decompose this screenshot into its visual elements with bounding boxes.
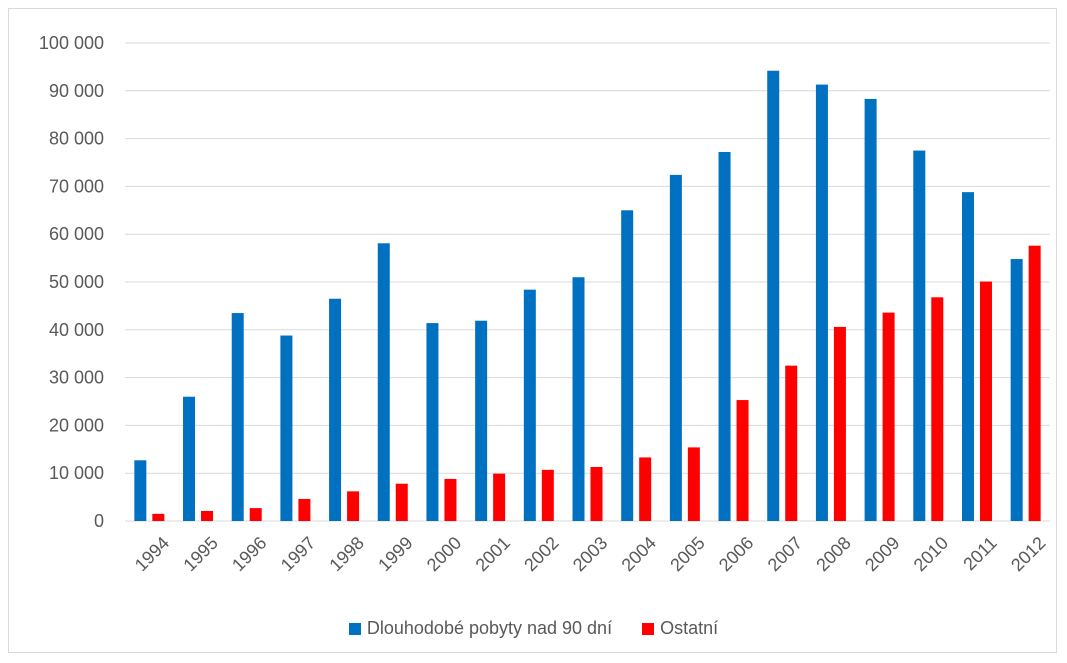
bar-series-1 [280,335,293,521]
x-tick-label: 2011 [959,533,1001,575]
x-axis-ticks: 1994 1995 1996 1997 1998 1999 2000 2001 2002 2003… [131,533,1050,575]
bar-series-2 [395,483,408,521]
x-tick-label: 2006 [715,533,757,575]
bar-series-2 [736,400,749,521]
bar-series-1 [523,289,536,521]
legend-label-series-2: Ostatní [660,618,719,638]
y-tick-label: 90 000 [49,81,104,101]
bar-series-1 [669,174,682,522]
bar-series-2 [201,510,214,521]
bar-series-2 [444,478,457,521]
bar-series-1 [864,98,877,522]
y-tick-label: 70 000 [49,176,104,196]
bar-series-1 [329,298,342,521]
x-tick-label: 1994 [131,533,173,575]
y-tick-label: 40 000 [49,320,104,340]
y-tick-label: 100 000 [39,33,104,53]
y-tick-label: 80 000 [49,129,104,149]
bar-series-1 [572,277,585,521]
x-tick-label: 2001 [472,533,514,575]
y-axis-ticks: 0 10 000 20 000 30 000 40 000 50 000 60 000 70 … [39,33,104,531]
x-tick-label: 1999 [374,533,416,575]
gridlines [125,42,1050,522]
bar-series-2 [541,469,554,521]
x-tick-label: 1995 [179,533,221,575]
x-tick-label: 2008 [812,533,854,575]
x-tick-label: 1998 [325,533,367,575]
bar-series-1 [475,320,488,521]
legend-label-series-1: Dlouhodobé pobyty nad 90 dní [366,618,613,638]
y-tick-label: 30 000 [49,368,104,388]
bar-series-1 [1010,259,1023,521]
legend-item-series-2: Ostatní [642,618,718,639]
bars [134,70,1041,522]
x-tick-label: 2003 [569,533,611,575]
bar-series-1 [961,192,974,522]
legend-swatch-series-2 [642,622,655,635]
bar-series-2 [1028,245,1041,521]
bar-series-2 [882,312,895,521]
bar-series-2 [785,365,798,521]
legend: Dlouhodobé pobyty nad 90 dní Ostatní [0,618,1067,639]
bar-series-1 [377,243,390,522]
bar-series-2 [979,281,992,521]
bar-series-2 [493,473,506,521]
bar-series-1 [913,150,926,522]
bar-series-1 [621,210,634,522]
x-tick-label: 2004 [618,533,660,575]
y-tick-label: 20 000 [49,415,104,435]
bar-series-1 [134,460,147,521]
bar-series-2 [931,297,944,521]
bar-series-1 [183,396,196,521]
x-tick-label: 2000 [423,533,465,575]
bar-series-2 [639,457,652,521]
x-tick-label: 1997 [277,533,319,575]
legend-item-series-1: Dlouhodobé pobyty nad 90 dní [348,618,613,639]
y-tick-label: 50 000 [49,272,104,292]
bar-series-1 [231,313,244,521]
legend-swatch-series-1 [348,622,361,635]
y-tick-label: 60 000 [49,224,104,244]
x-tick-label: 2002 [520,533,562,575]
x-tick-label: 2007 [764,533,806,575]
y-tick-label: 0 [94,511,104,531]
x-tick-label: 2010 [910,533,952,575]
bar-series-2 [590,466,603,521]
x-tick-label: 2005 [666,533,708,575]
x-tick-label: 1996 [228,533,270,575]
x-tick-label: 2009 [861,533,903,575]
bar-series-2 [687,447,700,521]
bar-series-1 [767,70,780,521]
bar-series-1 [815,84,828,521]
bar-series-2 [249,508,262,521]
bar-series-1 [426,323,439,521]
bar-series-2 [298,499,311,521]
x-tick-label: 2012 [1007,533,1049,575]
bar-series-2 [152,513,165,521]
bar-series-2 [347,491,360,521]
bar-series-2 [833,326,846,521]
bar-series-1 [718,151,731,521]
y-tick-label: 10 000 [49,463,104,483]
